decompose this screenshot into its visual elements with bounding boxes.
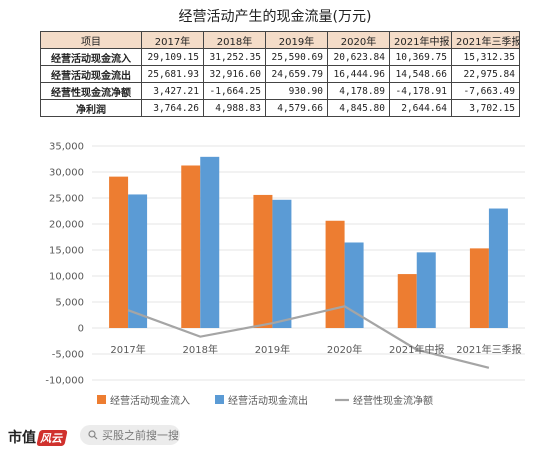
legend-swatch	[97, 395, 106, 404]
x-tick-label: 2021年中报	[389, 343, 444, 356]
x-axis-ticks: 2017年 2018年 2019年 2020年 2021年中报 2021年三季报	[110, 343, 521, 356]
table-cell: 31,252.35	[203, 48, 266, 66]
table-row: 经营活动现金流入 29,109.15 31,252.35 25,590.69 2…	[40, 48, 520, 66]
table-header-cell: 2021年中报	[389, 31, 452, 49]
legend: 经营活动现金流入 经营活动现金流出 经营性现金流净额	[97, 394, 433, 407]
bar-inflow	[397, 274, 417, 328]
bar-outflow	[272, 199, 292, 328]
row-label: 净利润	[40, 99, 142, 117]
y-tick-label: -10,000	[45, 376, 84, 387]
table-header-cell: 2018年	[203, 31, 266, 49]
cash-flow-chart: 35,000 30,000 25,000 20,000 15,000 10,000 5,00…	[45, 142, 525, 407]
bar-outflow	[488, 208, 508, 328]
x-tick-label: 2019年	[255, 343, 290, 356]
table-cell: 4,988.83	[203, 99, 266, 117]
legend-label: 经营活动现金流出	[228, 394, 308, 407]
bar-inflow	[181, 165, 201, 328]
bar-inflow	[325, 220, 345, 328]
x-tick-label: 2017年	[110, 343, 145, 356]
bars	[109, 156, 508, 328]
chart-title: 经营活动产生的现金流量(万元)	[178, 9, 372, 25]
search-icon	[88, 430, 98, 440]
table-cell: -7,663.49	[451, 82, 520, 100]
search-box[interactable]: 买股之前搜一搜	[80, 425, 180, 445]
row-label: 经营性现金流净额	[40, 82, 142, 100]
y-tick-label: 35,000	[49, 142, 84, 153]
table-cell: 2,644.64	[389, 99, 452, 117]
table-cell: 930.90	[265, 82, 328, 100]
table-header-row: 项目 2017年 2018年 2019年 2020年 2021年中报 2021年…	[40, 31, 520, 49]
bar-outflow	[200, 156, 220, 328]
footer-bar: 市值 风云 买股之前搜一搜	[0, 418, 550, 453]
table-cell: 4,579.66	[265, 99, 328, 117]
y-tick-label: -5,000	[52, 350, 84, 361]
table-row: 净利润 3,764.26 4,988.83 4,579.66 4,845.80 …	[40, 99, 520, 117]
bar-outflow	[416, 252, 436, 328]
x-tick-label: 2021年三季报	[456, 343, 521, 356]
table-header-cell: 项目	[40, 31, 142, 49]
y-axis-ticks: 35,000 30,000 25,000 20,000 15,000 10,000 5,00…	[45, 142, 84, 387]
bar-inflow	[253, 194, 273, 328]
table-header-cell: 2020年	[327, 31, 390, 49]
table-header-cell: 2019年	[265, 31, 328, 49]
x-tick-label: 2020年	[327, 343, 362, 356]
gridlines	[92, 145, 525, 381]
bar-outflow	[128, 194, 148, 328]
bar-inflow	[469, 248, 489, 328]
legend-label: 经营活动现金流入	[110, 394, 190, 407]
table-row: 经营性现金流净额 3,427.21 -1,664.25 930.90 4,178…	[40, 82, 520, 100]
table-cell: 10,369.75	[389, 48, 452, 66]
table-cell: 25,590.69	[265, 48, 328, 66]
table-cell: 4,178.89	[327, 82, 390, 100]
row-label: 经营活动现金流出	[40, 65, 142, 83]
net-flow-line-layer	[127, 305, 490, 369]
brand-text: 市值	[8, 430, 36, 446]
table-cell: 15,312.35	[451, 48, 520, 66]
table-cell: 16,444.96	[327, 65, 390, 83]
table-cell: 14,548.66	[389, 65, 452, 83]
table-cell: 20,623.84	[327, 48, 390, 66]
table-header-cell: 2017年	[141, 31, 204, 49]
brand-mark: 风云	[36, 430, 68, 446]
legend-label: 经营性现金流净额	[353, 394, 433, 407]
table-cell: 32,916.60	[203, 65, 266, 83]
table-cell: -1,664.25	[203, 82, 266, 100]
y-tick-label: 5,000	[55, 298, 84, 309]
x-tick-label: 2018年	[183, 343, 218, 356]
y-tick-label: 20,000	[49, 220, 84, 231]
y-tick-label: 30,000	[49, 168, 84, 179]
bar-outflow	[344, 242, 364, 328]
cash-flow-table: 项目 2017年 2018年 2019年 2020年 2021年中报 2021年…	[40, 31, 520, 117]
table-cell: 25,681.93	[141, 65, 204, 83]
table-cell: 22,975.84	[451, 65, 520, 83]
table-cell: -4,178.91	[389, 82, 452, 100]
table-cell: 3,764.26	[141, 99, 204, 117]
table-cell: 4,845.80	[327, 99, 390, 117]
table-cell: 3,427.21	[141, 82, 204, 100]
brand-logo[interactable]: 市值 风云	[8, 427, 68, 447]
y-tick-label: 0	[78, 324, 84, 335]
y-tick-label: 25,000	[49, 194, 84, 205]
table-cell: 3,702.15	[451, 99, 520, 117]
row-label: 经营活动现金流入	[40, 48, 142, 66]
net-flow-line	[127, 305, 490, 369]
bar-inflow	[109, 176, 129, 328]
table-cell: 24,659.79	[265, 65, 328, 83]
legend-swatch	[215, 395, 224, 404]
table-cell: 29,109.15	[141, 48, 204, 66]
table-row: 经营活动现金流出 25,681.93 32,916.60 24,659.79 1…	[40, 65, 520, 83]
search-placeholder: 买股之前搜一搜	[102, 429, 179, 442]
table-header-cell: 2021年三季报	[451, 31, 520, 49]
y-tick-label: 15,000	[49, 246, 84, 257]
y-tick-label: 10,000	[49, 272, 84, 283]
